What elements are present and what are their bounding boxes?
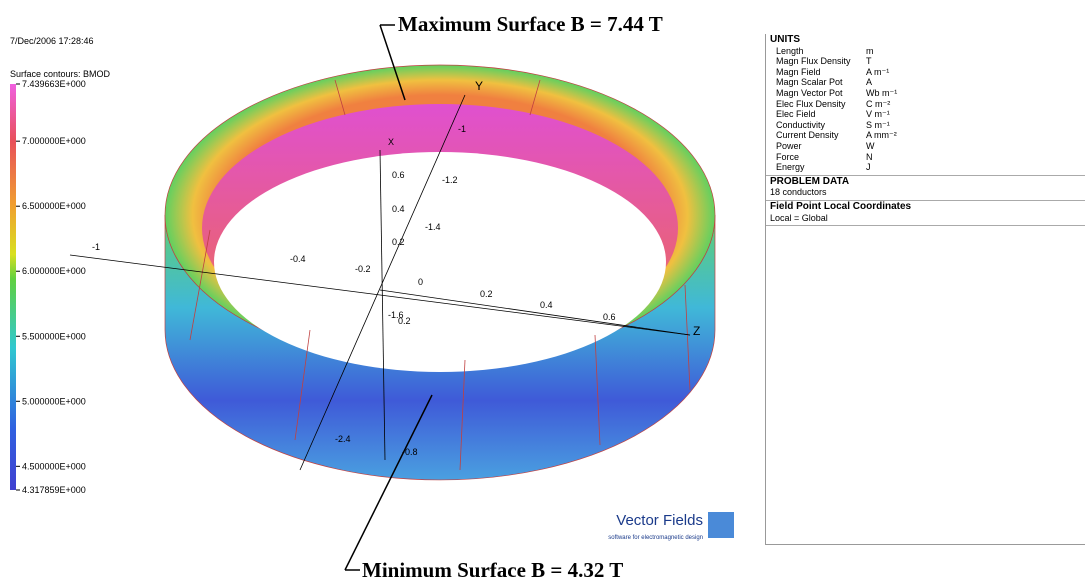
unit-value: N xyxy=(866,152,873,163)
logo-icon xyxy=(708,512,734,538)
section-text: 18 conductors xyxy=(770,187,1082,198)
unit-value: J xyxy=(866,162,871,173)
colorbar-tick-label: 4.500000E+000 xyxy=(22,461,86,471)
problem-section: PROBLEM DATA 18 conductors xyxy=(766,176,1085,201)
unit-name: Power xyxy=(770,141,866,152)
unit-name: Elec Flux Density xyxy=(770,99,866,110)
section-title: UNITS xyxy=(770,35,1082,46)
axis-tick-label: -1 xyxy=(458,124,466,134)
unit-name: Magn Vector Pot xyxy=(770,88,866,99)
logo-tagline: software for electromagnetic design xyxy=(608,535,703,541)
colorbar-tick-label: 7.000000E+000 xyxy=(22,136,86,146)
annotation: Maximum Surface B = 7.44 T xyxy=(398,12,663,36)
colorbar-tick-label: 7.439663E+000 xyxy=(22,79,86,89)
axis-tick-label: 0.2 xyxy=(480,289,493,299)
unit-value: A m⁻¹ xyxy=(866,67,889,78)
unit-value: A mm⁻² xyxy=(866,130,897,141)
unit-value: W xyxy=(866,141,875,152)
unit-value: m xyxy=(866,46,874,57)
colorbar-ticks: 7.439663E+000 7.000000E+000 6.500000E+000 6… xyxy=(16,79,86,495)
unit-name: Length xyxy=(770,46,866,57)
ring-hole xyxy=(214,152,666,372)
page: 7/Dec/2006 17:28:46 Surface contours: BM… xyxy=(0,0,1085,588)
section-text: Local = Global xyxy=(770,213,1082,224)
axis-tick-label: 0.6 xyxy=(603,312,616,322)
colorbar-tick-label: 5.000000E+000 xyxy=(22,396,86,406)
unit-name: Conductivity xyxy=(770,120,866,131)
unit-name: Magn Flux Density xyxy=(770,56,866,67)
view: 7/Dec/2006 17:28:46 Surface contours: BM… xyxy=(0,0,765,588)
colorbar-tick-label: 6.500000E+000 xyxy=(22,201,86,211)
axis-tick-label: -1 xyxy=(92,242,100,252)
contour-title: Surface contours: BMOD xyxy=(10,69,111,79)
section-title: PROBLEM DATA xyxy=(770,177,1082,188)
unit-name: Current Density xyxy=(770,130,866,141)
unit-value: C m⁻² xyxy=(866,99,890,110)
axis-tick-label: 0.6 xyxy=(392,170,405,180)
axis-label: Y xyxy=(475,79,483,93)
axis-tick-label: -2.4 xyxy=(335,434,351,444)
colorbar-tick-label: 6.000000E+000 xyxy=(22,266,86,276)
unit-value: V m⁻¹ xyxy=(866,109,890,120)
logo-name: Vector Fields xyxy=(616,512,703,529)
axis-tick-label: -1.4 xyxy=(425,222,441,232)
unit-value: S m⁻¹ xyxy=(866,120,890,131)
unit-name: Magn Scalar Pot xyxy=(770,77,866,88)
unit-name: Elec Field xyxy=(770,109,866,120)
unit-name: Force xyxy=(770,152,866,163)
axis-tick-label: 0.2 xyxy=(392,237,405,247)
axis-tick-label: 0.4 xyxy=(392,204,405,214)
section-title: Field Point Local Coordinates xyxy=(770,202,1082,213)
unit-value: Wb m⁻¹ xyxy=(866,88,897,99)
axis-tick-label: 0.2 xyxy=(398,316,411,326)
unit-value: T xyxy=(866,56,872,67)
timestamp: 7/Dec/2006 17:28:46 xyxy=(10,36,94,46)
colorbar-tick-label: 5.500000E+000 xyxy=(22,331,86,341)
colorbar-tick-label: 4.317859E+000 xyxy=(22,485,86,495)
axis-tick-label: 0.4 xyxy=(540,300,553,310)
axis-label: X xyxy=(388,137,394,147)
axis-tick-label: 0 xyxy=(418,277,423,287)
unit-value: A xyxy=(866,77,872,88)
colorbar xyxy=(10,84,16,490)
coords-section: Field Point Local Coordinates Local = Gl… xyxy=(766,201,1085,226)
unit-name: Energy xyxy=(770,162,866,173)
annotation: Minimum Surface B = 4.32 T xyxy=(362,558,623,582)
axis-tick-label: -0.2 xyxy=(355,264,371,274)
axis-label: Z xyxy=(693,324,700,338)
axis-tick-label: -1.2 xyxy=(442,175,458,185)
unit-name: Magn Field xyxy=(770,67,866,78)
axis-tick-label: -0.4 xyxy=(290,254,306,264)
